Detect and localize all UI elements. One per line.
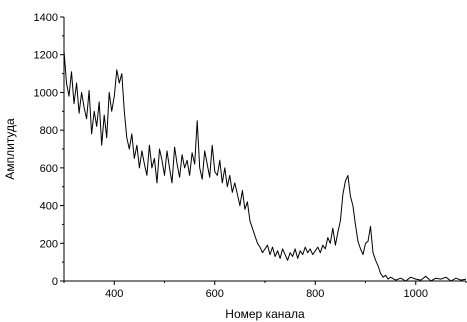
y-tick-label: 400 xyxy=(40,201,58,213)
x-tick-label: 800 xyxy=(306,288,324,300)
axes-layer xyxy=(63,17,466,282)
x-axis-title: Номер канала xyxy=(225,307,305,321)
y-tick-label: 800 xyxy=(40,125,58,137)
x-tick-label: 600 xyxy=(206,288,224,300)
series-layer xyxy=(63,50,467,282)
y-tick-label: 600 xyxy=(40,163,58,175)
y-axis-title: Амплитуда xyxy=(3,118,17,180)
y-tick-label: 0 xyxy=(52,276,58,288)
y-tick-label: 1000 xyxy=(34,87,58,99)
x-tick-label: 400 xyxy=(105,288,123,300)
y-tick-label: 1200 xyxy=(34,50,58,62)
y-tick-label: 1400 xyxy=(34,12,58,24)
x-axis-ticks: 400 600 800 1000 xyxy=(63,281,467,300)
x-tick-label: 1000 xyxy=(404,288,428,300)
y-tick-label: 200 xyxy=(40,238,58,250)
y-axis-ticks: 0 200 400 600 800 1000 1200 1400 xyxy=(34,12,64,288)
spectrum-series-line xyxy=(63,50,467,282)
